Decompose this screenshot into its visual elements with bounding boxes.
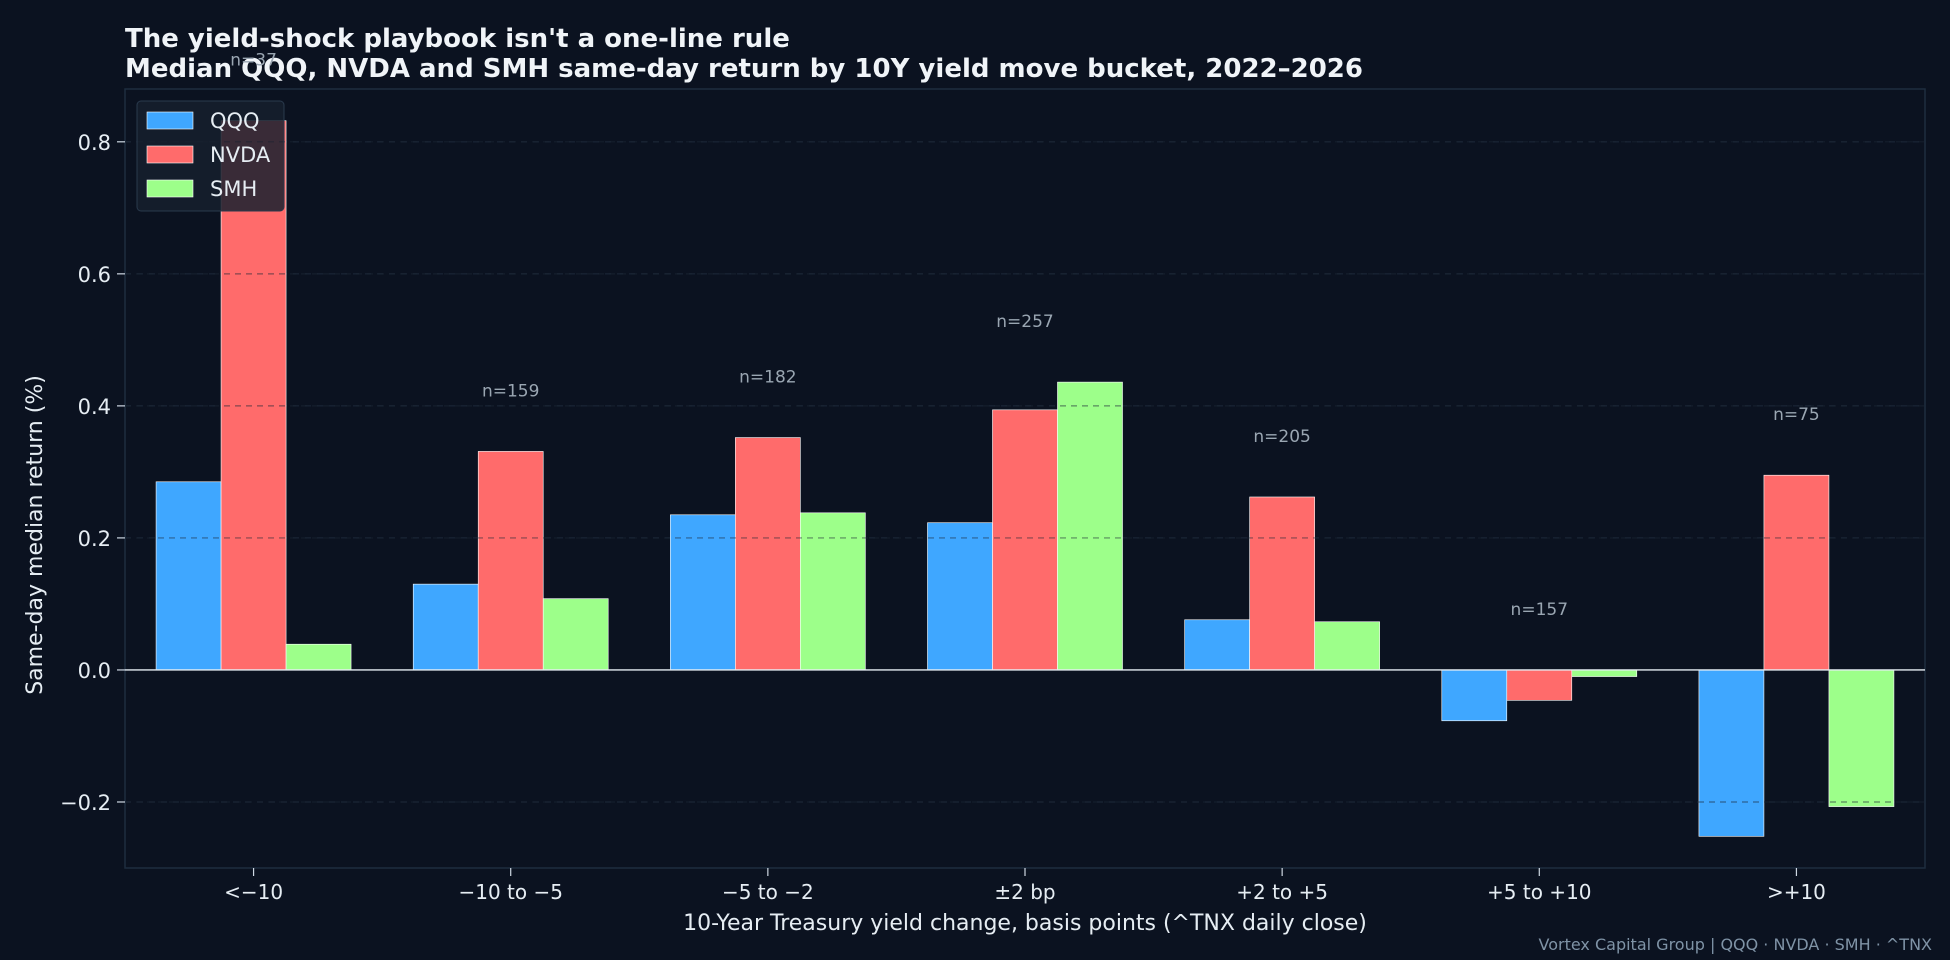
legend-label-qqq: QQQ: [210, 109, 260, 133]
bar-nvda: [220, 120, 287, 671]
y-tick-label: 0.2: [78, 527, 111, 551]
y-axis-label: Same-day median return (%): [23, 375, 48, 695]
y-tick-label: 0.6: [78, 263, 111, 287]
sample-size-label: n=205: [1253, 427, 1310, 447]
x-tick-label: <−10: [224, 880, 283, 904]
x-tick-label: ±2 bp: [994, 880, 1055, 904]
legend: QQQ NVDA SMH: [136, 100, 285, 212]
x-tick-label: +2 to +5: [1236, 880, 1328, 904]
sample-size-label: n=182: [739, 368, 796, 388]
x-tick-label: −10 to −5: [458, 880, 562, 904]
sample-size-label: n=75: [1773, 405, 1820, 425]
sample-size-label: n=37: [230, 51, 277, 71]
bar-qqq: [1441, 669, 1508, 722]
sample-size-label: n=257: [996, 312, 1053, 332]
bar-nvda: [1763, 474, 1830, 671]
bar-smh: [285, 643, 352, 671]
sample-size-label: n=157: [1511, 600, 1568, 620]
legend-swatch-smh: [146, 179, 194, 198]
chart-title: The yield-shock playbook isn't a one-lin…: [125, 24, 790, 54]
bar-nvda: [735, 437, 801, 671]
legend-label-smh: SMH: [210, 177, 257, 201]
bar-smh: [1571, 669, 1638, 677]
bar-qqq: [412, 583, 479, 671]
y-tick-label: 0.4: [78, 395, 111, 419]
bar-qqq: [1698, 669, 1765, 837]
bar-smh: [1828, 669, 1895, 807]
credit-line: Vortex Capital Group | QQQ · NVDA · SMH …: [1539, 935, 1933, 954]
sample-size-label: n=159: [482, 381, 539, 401]
legend-swatch-qqq: [146, 111, 194, 130]
x-axis-label: 10-Year Treasury yield change, basis poi…: [683, 911, 1367, 936]
y-tick-label: −0.2: [60, 791, 111, 815]
bar-nvda: [992, 409, 1058, 671]
x-tick-label: −5 to −2: [722, 880, 814, 904]
bar-nvda: [477, 451, 544, 671]
legend-swatch-nvda: [146, 145, 194, 164]
bar-smh: [1057, 381, 1123, 671]
bar-qqq: [155, 481, 222, 671]
legend-label-nvda: NVDA: [210, 143, 271, 167]
bar-qqq: [927, 522, 993, 671]
y-tick-label: 0.0: [78, 659, 111, 683]
bar-smh: [800, 512, 866, 671]
y-tick-label: 0.8: [78, 131, 111, 155]
bar-qqq: [1184, 619, 1250, 671]
x-tick-label: +5 to +10: [1487, 880, 1591, 904]
bar-nvda: [1249, 496, 1315, 671]
bar-smh: [542, 598, 609, 671]
bar-smh: [1314, 621, 1380, 671]
plot-area: −0.2 0.0 0.2 0.4 0.6 0.8 n=37 <−10 n=159 −10 to −…: [60, 51, 1926, 904]
bar-nvda: [1506, 669, 1573, 701]
x-tick-label: >+10: [1767, 880, 1826, 904]
chart-subtitle: Median QQQ, NVDA and SMH same-day return…: [125, 54, 1363, 84]
